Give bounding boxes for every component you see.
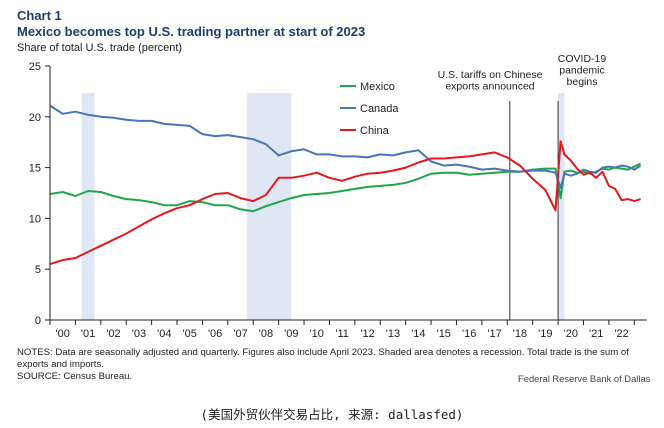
x-tick-label: '05 [183,328,197,340]
source-text: SOURCE: Census Bureau. [17,371,133,382]
recession-bands [81,93,565,320]
x-tick-label: '20 [564,328,578,340]
recession-band-1 [246,93,292,320]
annotation-label-1-1: pandemic [559,65,605,77]
recession-band-2 [558,93,565,320]
credit-text: Federal Reserve Bank of Dallas [518,373,651,384]
annotation-label-0-1: exports announced [445,81,534,93]
legend-label-mexico: Mexico [360,81,395,93]
y-tick-label: 10 [29,213,41,225]
series-line-mexico [49,162,642,213]
x-tick-label: '01 [81,328,95,340]
x-tick-label: '12 [360,328,374,340]
series-line-canada [49,104,642,189]
chart-title: Mexico becomes top U.S. trading partner … [17,24,366,39]
y-tick-label: 15 [29,163,41,175]
notes-text: NOTES: Data are seasonally adjusted and … [17,347,629,370]
y-tick-label: 0 [35,315,41,327]
x-tick-label: '03 [132,328,146,340]
series-lines [49,104,642,266]
annotation-label-1-0: COVID-19 [558,53,607,65]
x-tick-label: '11 [335,328,349,340]
x-tick-label: '16 [462,328,476,340]
x-tick-label: '04 [157,328,171,340]
x-tick-label: '17 [487,328,501,340]
x-tick-label: '07 [233,328,247,340]
chart-number-label: Chart 1 [17,8,62,23]
annotation-label-1-2: begins [567,76,598,88]
y-axis-label: Share of total U.S. trade (percent) [17,42,183,54]
series-line-china [49,140,641,266]
x-tick-label: '13 [386,328,400,340]
x-tick-label: '02 [106,328,120,340]
x-tick-label: '06 [208,328,222,340]
x-tick-label: '14 [411,328,425,340]
recession-band-0 [81,93,95,320]
legend: Mexico Canada China [340,81,399,137]
y-tick-label: 20 [29,112,41,124]
legend-label-canada: Canada [360,103,399,115]
x-tick-label: '10 [310,328,324,340]
x-tick-label: '21 [589,328,603,340]
legend-label-china: China [360,125,390,137]
axes: 0 5 10 15 20 25 '00 '01 '02 '03 '04 '05 '06 '07 '08 '09… [29,61,647,340]
x-tick-label: '22 [614,328,628,340]
x-tick-label: '09 [284,328,298,340]
x-tick-label: '08 [259,328,273,340]
x-tick-label: '15 [437,328,451,340]
image-caption: (美国外贸伙伴交易占比, 来源: dallasfed) [200,407,464,422]
y-tick-label: 5 [35,264,41,276]
y-tick-label: 25 [29,61,41,73]
annotation-label-0-0: U.S. tariffs on Chinese [438,69,543,81]
x-tick-label: '18 [513,328,527,340]
x-tick-label: '19 [538,328,552,340]
x-tick-label: '00 [56,328,70,340]
